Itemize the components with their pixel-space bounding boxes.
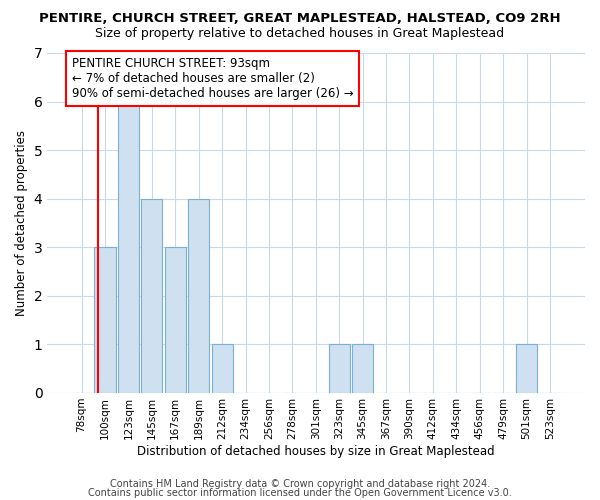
Bar [188, 198, 209, 392]
Text: PENTIRE CHURCH STREET: 93sqm
← 7% of detached houses are smaller (2)
90% of semi: PENTIRE CHURCH STREET: 93sqm ← 7% of det… [72, 57, 353, 100]
Bar [94, 247, 116, 392]
Bar [516, 344, 537, 393]
Bar [352, 344, 373, 393]
Bar [165, 247, 186, 392]
Bar [212, 344, 233, 393]
Bar [142, 198, 163, 392]
Y-axis label: Number of detached properties: Number of detached properties [15, 130, 28, 316]
Text: Contains HM Land Registry data © Crown copyright and database right 2024.: Contains HM Land Registry data © Crown c… [110, 479, 490, 489]
Bar [329, 344, 350, 393]
Bar [118, 102, 139, 393]
Text: Size of property relative to detached houses in Great Maplestead: Size of property relative to detached ho… [95, 28, 505, 40]
X-axis label: Distribution of detached houses by size in Great Maplestead: Distribution of detached houses by size … [137, 444, 494, 458]
Text: Contains public sector information licensed under the Open Government Licence v3: Contains public sector information licen… [88, 488, 512, 498]
Text: PENTIRE, CHURCH STREET, GREAT MAPLESTEAD, HALSTEAD, CO9 2RH: PENTIRE, CHURCH STREET, GREAT MAPLESTEAD… [39, 12, 561, 26]
